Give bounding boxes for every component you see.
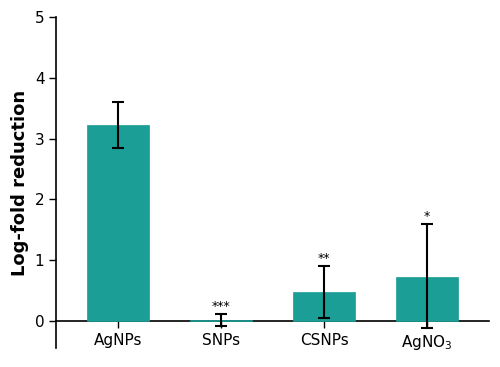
Text: **: ** <box>318 251 330 265</box>
Bar <box>293 292 355 321</box>
Bar <box>396 277 458 321</box>
Y-axis label: Log-fold reduction: Log-fold reduction <box>11 90 29 276</box>
Text: ***: *** <box>212 300 231 313</box>
Text: *: * <box>424 210 430 222</box>
Bar <box>87 125 149 321</box>
Bar <box>190 320 252 321</box>
